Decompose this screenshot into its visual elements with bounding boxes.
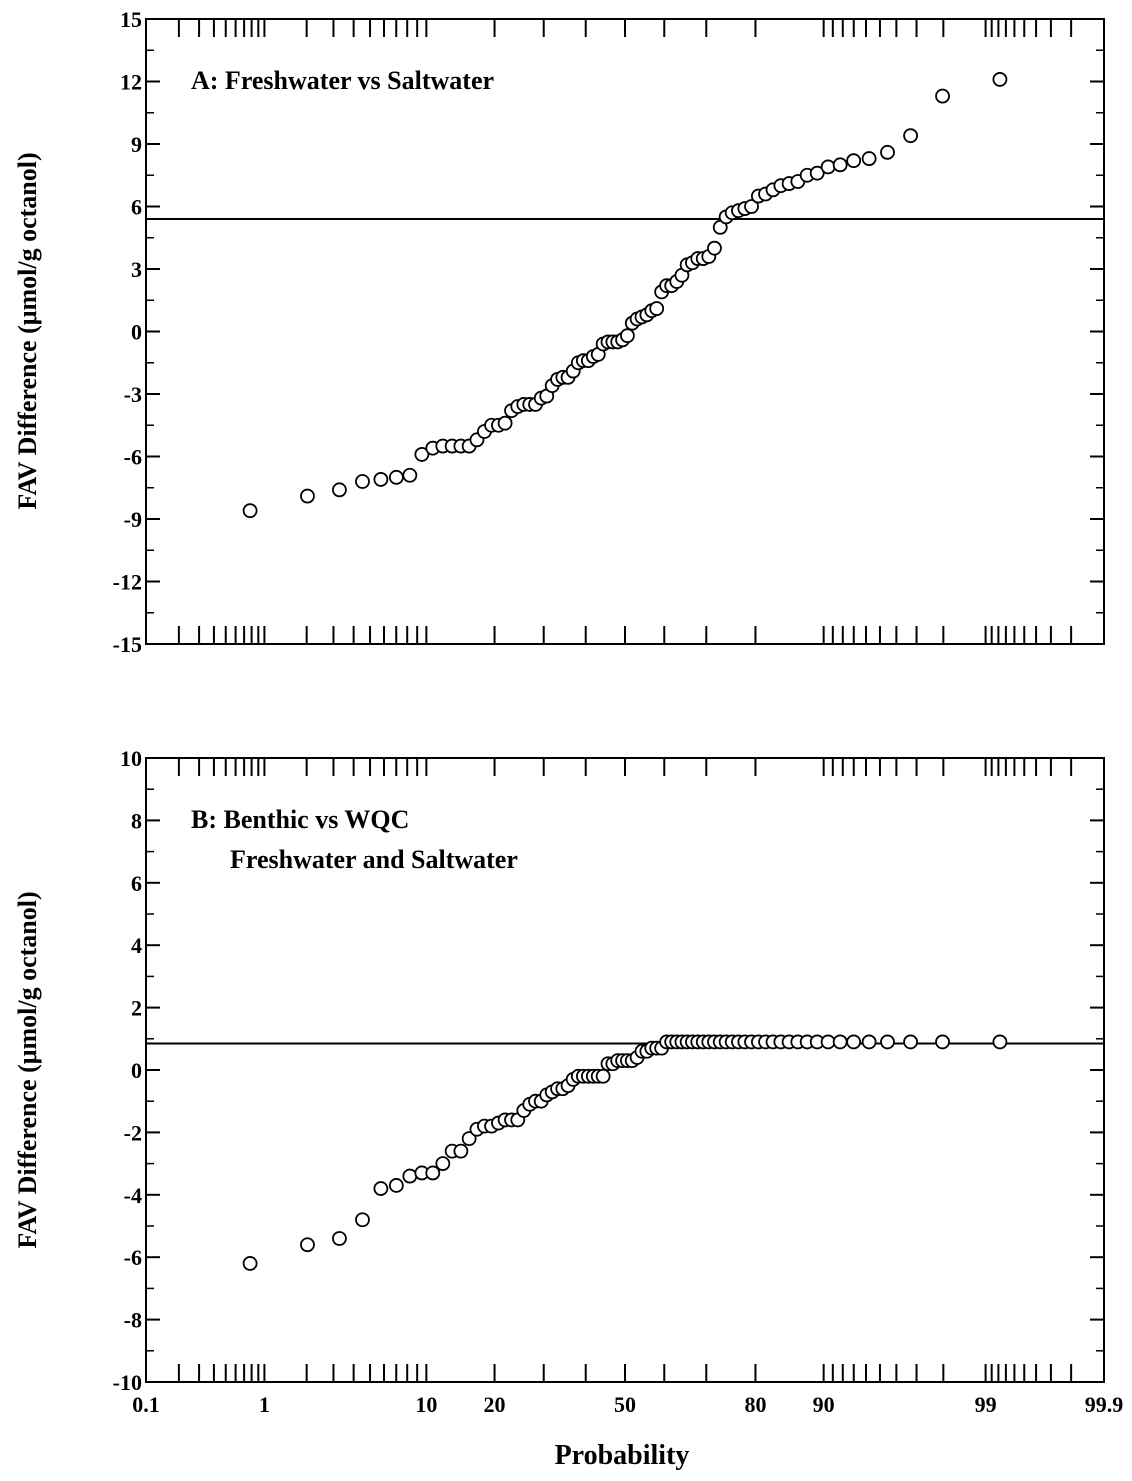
y-tick-label: 6 <box>131 871 142 896</box>
data-point <box>820 159 836 175</box>
panel-annotation: B: Benthic vs WQC <box>191 805 409 834</box>
data-point <box>355 474 370 489</box>
x-tick-label: 20 <box>484 1392 506 1417</box>
data-point <box>300 1237 315 1253</box>
data-point <box>846 1034 862 1050</box>
data-point <box>880 144 895 160</box>
data-point <box>649 301 665 316</box>
y-tick-label: 4 <box>131 933 142 958</box>
x-tick-label: 0.1 <box>132 1392 160 1417</box>
x-tick-label: 1 <box>259 1392 270 1417</box>
y-tick-label: 9 <box>131 132 142 157</box>
data-point <box>453 1143 469 1159</box>
panel-b: -10 -8 -6 -4 -2 0 2 4 6 8 10 FAV Difference (μmol/g… <box>13 746 1105 1395</box>
data-point <box>461 1131 477 1147</box>
data-point <box>388 469 404 485</box>
data-point <box>861 151 877 166</box>
data-point <box>332 482 347 498</box>
data-point <box>809 165 825 181</box>
data-point <box>414 447 430 462</box>
data-point <box>373 1181 389 1196</box>
data-point <box>903 1034 918 1050</box>
y-axis-label: FAV Difference (μmol/g octanol) <box>13 152 42 509</box>
data-point <box>707 240 722 256</box>
y-tick-label: 12 <box>120 70 142 95</box>
data-point <box>355 1212 370 1228</box>
data-point <box>992 72 1008 87</box>
y-tick-label: -2 <box>124 1120 142 1145</box>
panel-annotation: A: Freshwater vs Saltwater <box>191 66 494 95</box>
x-axis-label: Probability <box>555 1440 690 1471</box>
data-point <box>935 88 950 104</box>
y-tick-label: 6 <box>131 195 142 220</box>
x-tick-label: 50 <box>614 1392 636 1417</box>
data-point <box>846 153 862 169</box>
panel-annotation: Freshwater and Saltwater <box>230 845 518 874</box>
y-tick-label: -6 <box>124 445 142 470</box>
y-tick-label: -10 <box>113 1370 142 1395</box>
x-tick-label: 99.9 <box>1085 1392 1124 1417</box>
data-point <box>820 1034 836 1050</box>
data-point <box>425 1165 441 1181</box>
x-tick-label: 80 <box>744 1392 766 1417</box>
data-point <box>388 1178 404 1193</box>
data-point <box>832 157 848 173</box>
y-tick-label: -6 <box>124 1245 142 1270</box>
y-tick-label: 2 <box>131 996 142 1021</box>
data-point <box>620 328 635 344</box>
data-point <box>332 1231 347 1246</box>
x-tick-label: 90 <box>813 1392 835 1417</box>
data-point <box>595 1068 611 1084</box>
data-point <box>832 1034 848 1050</box>
y-tick-label: -12 <box>113 570 142 595</box>
data-point <box>880 1034 895 1050</box>
data-point <box>242 1256 258 1271</box>
y-tick-label: 15 <box>120 7 142 32</box>
x-tick-label: 99 <box>975 1392 997 1417</box>
y-tick-label: -4 <box>124 1183 142 1208</box>
panel-a: -15 -12 -9 -6 -3 0 3 6 9 12 15 FAV Difference (μmol… <box>13 7 1105 657</box>
y-tick-label: -3 <box>124 382 142 407</box>
y-tick-label: 10 <box>120 746 142 771</box>
data-point <box>373 472 389 487</box>
data-point <box>497 415 513 431</box>
y-tick-label: 0 <box>131 320 142 345</box>
x-tick-label: 10 <box>415 1392 437 1417</box>
data-point <box>402 1168 418 1184</box>
data-point <box>935 1034 950 1050</box>
y-axis-label: FAV Difference (μmol/g octanol) <box>13 891 42 1248</box>
y-tick-label: 3 <box>131 257 142 282</box>
data-point <box>402 467 418 483</box>
data-point <box>903 128 918 144</box>
data-point <box>300 488 315 504</box>
data-point <box>744 199 759 214</box>
data-point <box>861 1034 877 1050</box>
data-point <box>992 1034 1008 1050</box>
y-tick-label: -15 <box>113 632 142 657</box>
data-point <box>242 503 258 519</box>
y-tick-label: 8 <box>131 808 142 833</box>
data-point <box>435 1156 451 1171</box>
y-tick-label: -9 <box>124 507 142 532</box>
y-tick-label: 0 <box>131 1058 142 1083</box>
y-tick-label: -8 <box>124 1308 142 1333</box>
